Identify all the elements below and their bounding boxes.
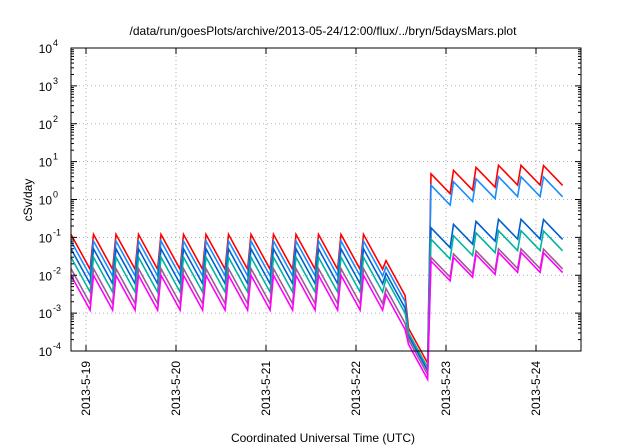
y-tick-exponent: -3 [53,303,61,313]
x-tick-label: 2013-5-22 [349,361,363,416]
y-tick-exponent: 2 [53,114,58,124]
series-line-6 [70,250,564,383]
x-tick-label: 2013-5-24 [529,361,543,416]
x-axis: 2013-5-19 2013-5-20 2013-5-21 2013-5-22 2013… [79,48,543,416]
y-tick-label: 10 [39,269,53,283]
series-group [70,163,564,383]
x-tick-label: 2013-5-20 [169,361,183,416]
x-axis-label: Coordinated Universal Time (UTC) [231,431,415,445]
y-tick-label: 10 [39,307,53,321]
y-tick-label: 10 [39,118,53,132]
y-axis-label: cSv/day [21,179,35,222]
y-tick-label: 10 [39,194,53,208]
x-tick-label: 2013-5-21 [259,361,273,416]
y-tick-exponent: 1 [53,152,58,162]
y-tick-label: 10 [39,156,53,170]
y-tick-label: 10 [39,345,53,359]
y-tick-exponent: -1 [53,227,61,237]
grid [71,48,581,351]
x-tick-label: 2013-5-19 [79,361,93,416]
y-tick-label: 10 [39,231,53,245]
y-tick-label: 10 [39,80,53,94]
y-tick-exponent: 4 [53,38,58,48]
y-tick-exponent: 3 [53,76,58,86]
series-line-3 [70,217,564,374]
y-tick-exponent: 0 [53,190,58,200]
y-tick-exponent: -4 [53,341,61,351]
series-line-4 [70,228,564,371]
chart-title: /data/run/goesPlots/archive/2013-05-24/1… [130,24,518,38]
y-tick-exponent: -2 [53,265,61,275]
x-tick-label: 2013-5-23 [439,361,453,416]
y-tick-label: 10 [39,42,53,56]
